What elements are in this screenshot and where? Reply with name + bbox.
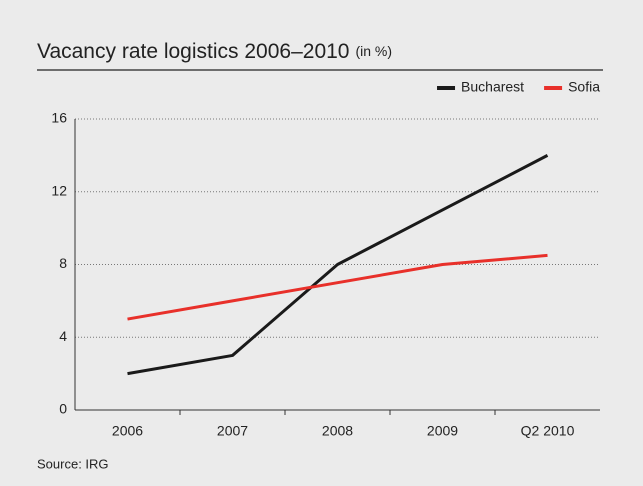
y-tick-label: 4 xyxy=(59,328,67,344)
chart-title-group: Vacancy rate logistics 2006–2010 (in %) xyxy=(37,40,392,63)
y-tick-label: 12 xyxy=(51,182,67,198)
x-tick-label: 2006 xyxy=(112,423,143,439)
legend-label: Sofia xyxy=(568,79,600,95)
legend-label: Bucharest xyxy=(461,79,524,95)
y-tick-label: 16 xyxy=(51,110,67,126)
x-tick-label: 2007 xyxy=(217,423,248,439)
y-tick-label: 8 xyxy=(59,255,67,271)
source: Source: IRG xyxy=(37,456,109,471)
x-tick-label: Q2 2010 xyxy=(521,423,575,439)
y-tick-label: 0 xyxy=(59,401,67,417)
line-series xyxy=(127,154,549,376)
line-series xyxy=(127,253,548,321)
chart-subtitle: (in %) xyxy=(355,43,392,59)
chart-title: Vacancy rate logistics 2006–2010 xyxy=(37,40,349,63)
x-tick-label: 2009 xyxy=(427,423,458,439)
x-tick-label: 2008 xyxy=(322,423,353,439)
